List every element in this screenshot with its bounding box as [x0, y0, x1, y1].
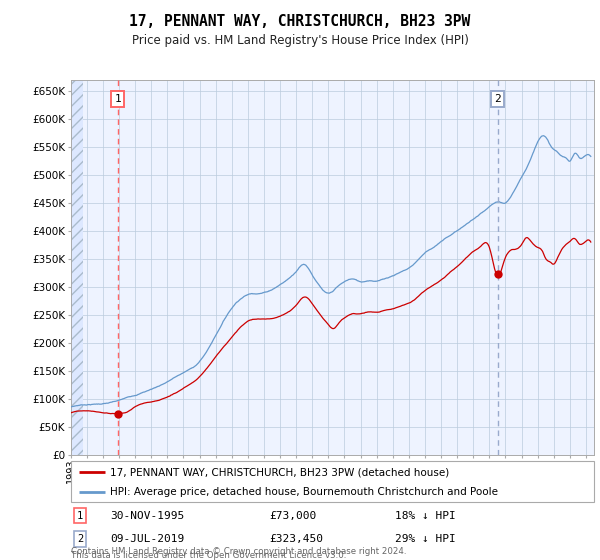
Text: 2: 2 [77, 534, 83, 544]
Text: HPI: Average price, detached house, Bournemouth Christchurch and Poole: HPI: Average price, detached house, Bour… [110, 487, 498, 497]
Text: 2: 2 [494, 94, 501, 104]
Text: Contains HM Land Registry data © Crown copyright and database right 2024.: Contains HM Land Registry data © Crown c… [71, 547, 406, 556]
Text: 1: 1 [115, 94, 121, 104]
Text: 30-NOV-1995: 30-NOV-1995 [110, 511, 184, 521]
Text: 1: 1 [77, 511, 83, 521]
Text: This data is licensed under the Open Government Licence v3.0.: This data is licensed under the Open Gov… [71, 551, 346, 560]
Text: 29% ↓ HPI: 29% ↓ HPI [395, 534, 456, 544]
Text: £73,000: £73,000 [269, 511, 317, 521]
Bar [71, 80, 83, 455]
Text: 18% ↓ HPI: 18% ↓ HPI [395, 511, 456, 521]
Text: 17, PENNANT WAY, CHRISTCHURCH, BH23 3PW (detached house): 17, PENNANT WAY, CHRISTCHURCH, BH23 3PW … [110, 467, 449, 477]
FancyBboxPatch shape [71, 461, 594, 502]
Text: 17, PENNANT WAY, CHRISTCHURCH, BH23 3PW: 17, PENNANT WAY, CHRISTCHURCH, BH23 3PW [130, 14, 470, 29]
Text: Price paid vs. HM Land Registry's House Price Index (HPI): Price paid vs. HM Land Registry's House … [131, 34, 469, 46]
Text: £323,450: £323,450 [269, 534, 323, 544]
Text: 09-JUL-2019: 09-JUL-2019 [110, 534, 184, 544]
